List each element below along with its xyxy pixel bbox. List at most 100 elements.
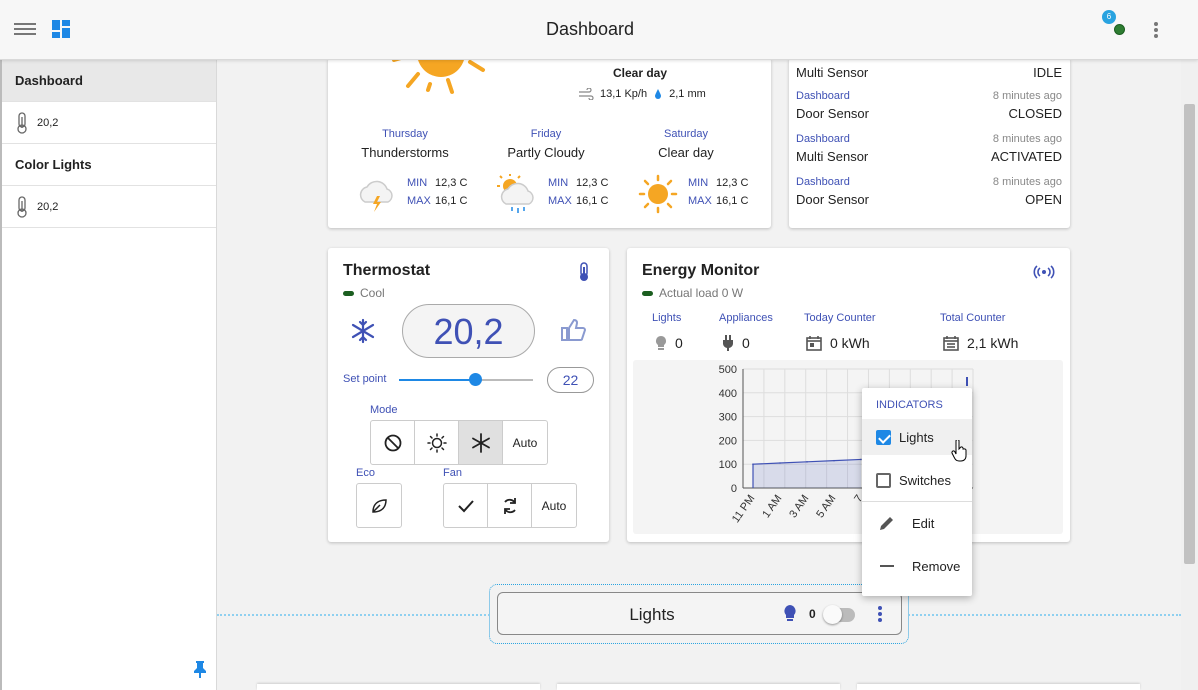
temperature-display: 20,2 xyxy=(402,304,535,358)
fan-button-group: Auto xyxy=(443,483,577,528)
energy-chart: 500 400 300 200 100 0 11 PM 1 AM 3 AM 5 AM 7 xyxy=(633,360,1063,534)
energy-chart-svg: 500 400 300 200 100 011 PM 1 AM 3 AM 5 AM 7 xyxy=(719,364,974,525)
stat-lights: 0 xyxy=(655,335,683,351)
menu-icon[interactable] xyxy=(14,20,36,40)
dashboard-icon[interactable] xyxy=(52,20,72,40)
pencil-icon xyxy=(880,517,893,530)
refresh-icon xyxy=(503,497,516,514)
y-tick-label: 200 xyxy=(719,435,737,447)
wind-rain-row: 13,1 Kp/h 2,1 mm xyxy=(578,88,706,100)
plug-icon xyxy=(723,335,733,351)
data-point xyxy=(806,461,808,463)
sidebar-item-color-lights[interactable]: Color Lights xyxy=(2,144,216,186)
sun-small-icon xyxy=(638,174,678,214)
stat-appliances-label: Appliances xyxy=(719,312,773,324)
y-tick-label: 400 xyxy=(719,388,737,400)
setpoint-slider-knob[interactable] xyxy=(469,373,483,386)
event-row: Multi Sensor IDLE xyxy=(796,65,1062,80)
x-tick-label: 7 xyxy=(852,493,865,505)
scrollbar-thumb[interactable] xyxy=(1184,104,1195,564)
lights-toggle[interactable] xyxy=(823,605,855,624)
status-pill xyxy=(343,290,354,296)
calendar-icon xyxy=(943,336,959,351)
stat-appliances: 0 xyxy=(722,335,750,351)
x-tick-label: 1 AM xyxy=(760,493,784,520)
event-row: Dashboard 8 minutes ago Multi Sensor ACTIV… xyxy=(796,133,1062,164)
y-tick-label: 0 xyxy=(731,483,737,495)
thermostat-card: Thermostat Cool 20,2 Set point 22 Mode A… xyxy=(328,248,609,542)
switches-checkbox[interactable] xyxy=(876,472,891,488)
status-pill xyxy=(642,290,653,296)
indicators-header: INDICATORS xyxy=(876,399,943,411)
data-point xyxy=(860,458,862,461)
stat-total: 2,1 kWh xyxy=(943,335,1018,351)
y-tick-label: 500 xyxy=(719,364,737,376)
stat-total-label: Total Counter xyxy=(940,312,1006,324)
hand-cursor-icon xyxy=(951,440,967,462)
x-tick-label: 11 PM xyxy=(730,493,758,525)
lights-tile[interactable]: Lights 0 xyxy=(497,592,902,635)
fan-on-button[interactable] xyxy=(444,484,488,527)
energy-status: Actual load 0 W xyxy=(642,286,743,300)
setpoint-slider[interactable] xyxy=(399,373,533,386)
partly-cloudy-icon xyxy=(497,174,534,213)
next-card-stub xyxy=(857,684,1140,690)
notifications-button[interactable]: 6 xyxy=(1102,10,1132,40)
sidebar-item-dashboard[interactable]: Dashboard xyxy=(2,60,216,102)
sun-outline-icon xyxy=(426,432,447,453)
eco-button-group xyxy=(356,483,402,528)
thermostat-status: Cool xyxy=(343,286,385,300)
more-vert-icon[interactable] xyxy=(877,605,883,623)
next-card-stub xyxy=(557,684,840,690)
lights-tile-title: Lights xyxy=(629,605,675,624)
lights-checkbox[interactable] xyxy=(876,429,891,445)
top-bar: Dashboard 6 xyxy=(0,0,1198,60)
snowflake-icon xyxy=(351,318,375,344)
setpoint-label: Set point xyxy=(343,373,387,385)
mode-button-group: Auto xyxy=(370,420,548,465)
mode-auto-button[interactable]: Auto xyxy=(512,435,538,450)
mode-heat-button[interactable] xyxy=(415,421,459,464)
x-tick-label: 3 AM xyxy=(787,493,811,520)
sidebar-item-thermometer-2[interactable]: 20,2 xyxy=(2,186,216,228)
y-tick-label: 300 xyxy=(719,412,737,424)
setpoint-value[interactable]: 22 xyxy=(547,367,594,393)
scrollbar[interactable] xyxy=(1181,60,1198,690)
mode-off-button[interactable] xyxy=(371,421,415,464)
mode-cool-button[interactable] xyxy=(459,421,503,464)
minus-icon xyxy=(880,565,894,567)
bulb-icon xyxy=(656,336,666,350)
thermometer-icon xyxy=(17,111,27,134)
fan-label: Fan xyxy=(443,467,462,479)
sidebar: Dashboard 20,2 Color Lights 20,2 xyxy=(0,60,217,690)
thermometer-icon[interactable] xyxy=(578,262,590,282)
eco-label: Eco xyxy=(356,467,375,479)
weather-card: Clear day 13,1 Kp/h 2,1 mm Thursday Thun… xyxy=(328,48,771,228)
calendar-icon xyxy=(806,336,822,351)
remove-option[interactable]: Remove xyxy=(862,548,972,584)
fan-cycle-button[interactable] xyxy=(488,484,532,527)
indicator-switches-option[interactable]: Switches xyxy=(862,462,972,498)
toggle-knob xyxy=(823,605,842,624)
fan-auto-button[interactable]: Auto xyxy=(541,498,567,513)
stat-lights-label: Lights xyxy=(652,312,682,324)
edit-option[interactable]: Edit xyxy=(862,505,972,541)
pin-icon[interactable] xyxy=(192,660,208,683)
next-card-stub xyxy=(257,684,540,690)
notification-badge: 6 xyxy=(1102,10,1116,24)
wind-icon xyxy=(579,88,594,100)
series-line xyxy=(752,458,862,488)
leaf-icon xyxy=(372,498,387,513)
data-point xyxy=(779,462,781,464)
sidebar-item-thermometer[interactable]: 20,2 xyxy=(2,102,216,144)
setpoint-slider-fill xyxy=(399,379,476,381)
data-point xyxy=(833,459,835,462)
eco-button[interactable] xyxy=(357,484,401,527)
broadcast-icon[interactable] xyxy=(1033,265,1055,279)
more-vert-icon[interactable] xyxy=(1148,20,1164,40)
indicator-lights-option[interactable]: Lights xyxy=(862,419,972,455)
weather-condition: Clear day xyxy=(613,66,668,80)
thumbs-up-icon[interactable] xyxy=(560,318,586,342)
forecast-thursday: Thursday Thunderstorms MIN 12,3 C MAX 16,1… xyxy=(335,128,475,212)
stat-today: 0 kWh xyxy=(806,335,870,351)
